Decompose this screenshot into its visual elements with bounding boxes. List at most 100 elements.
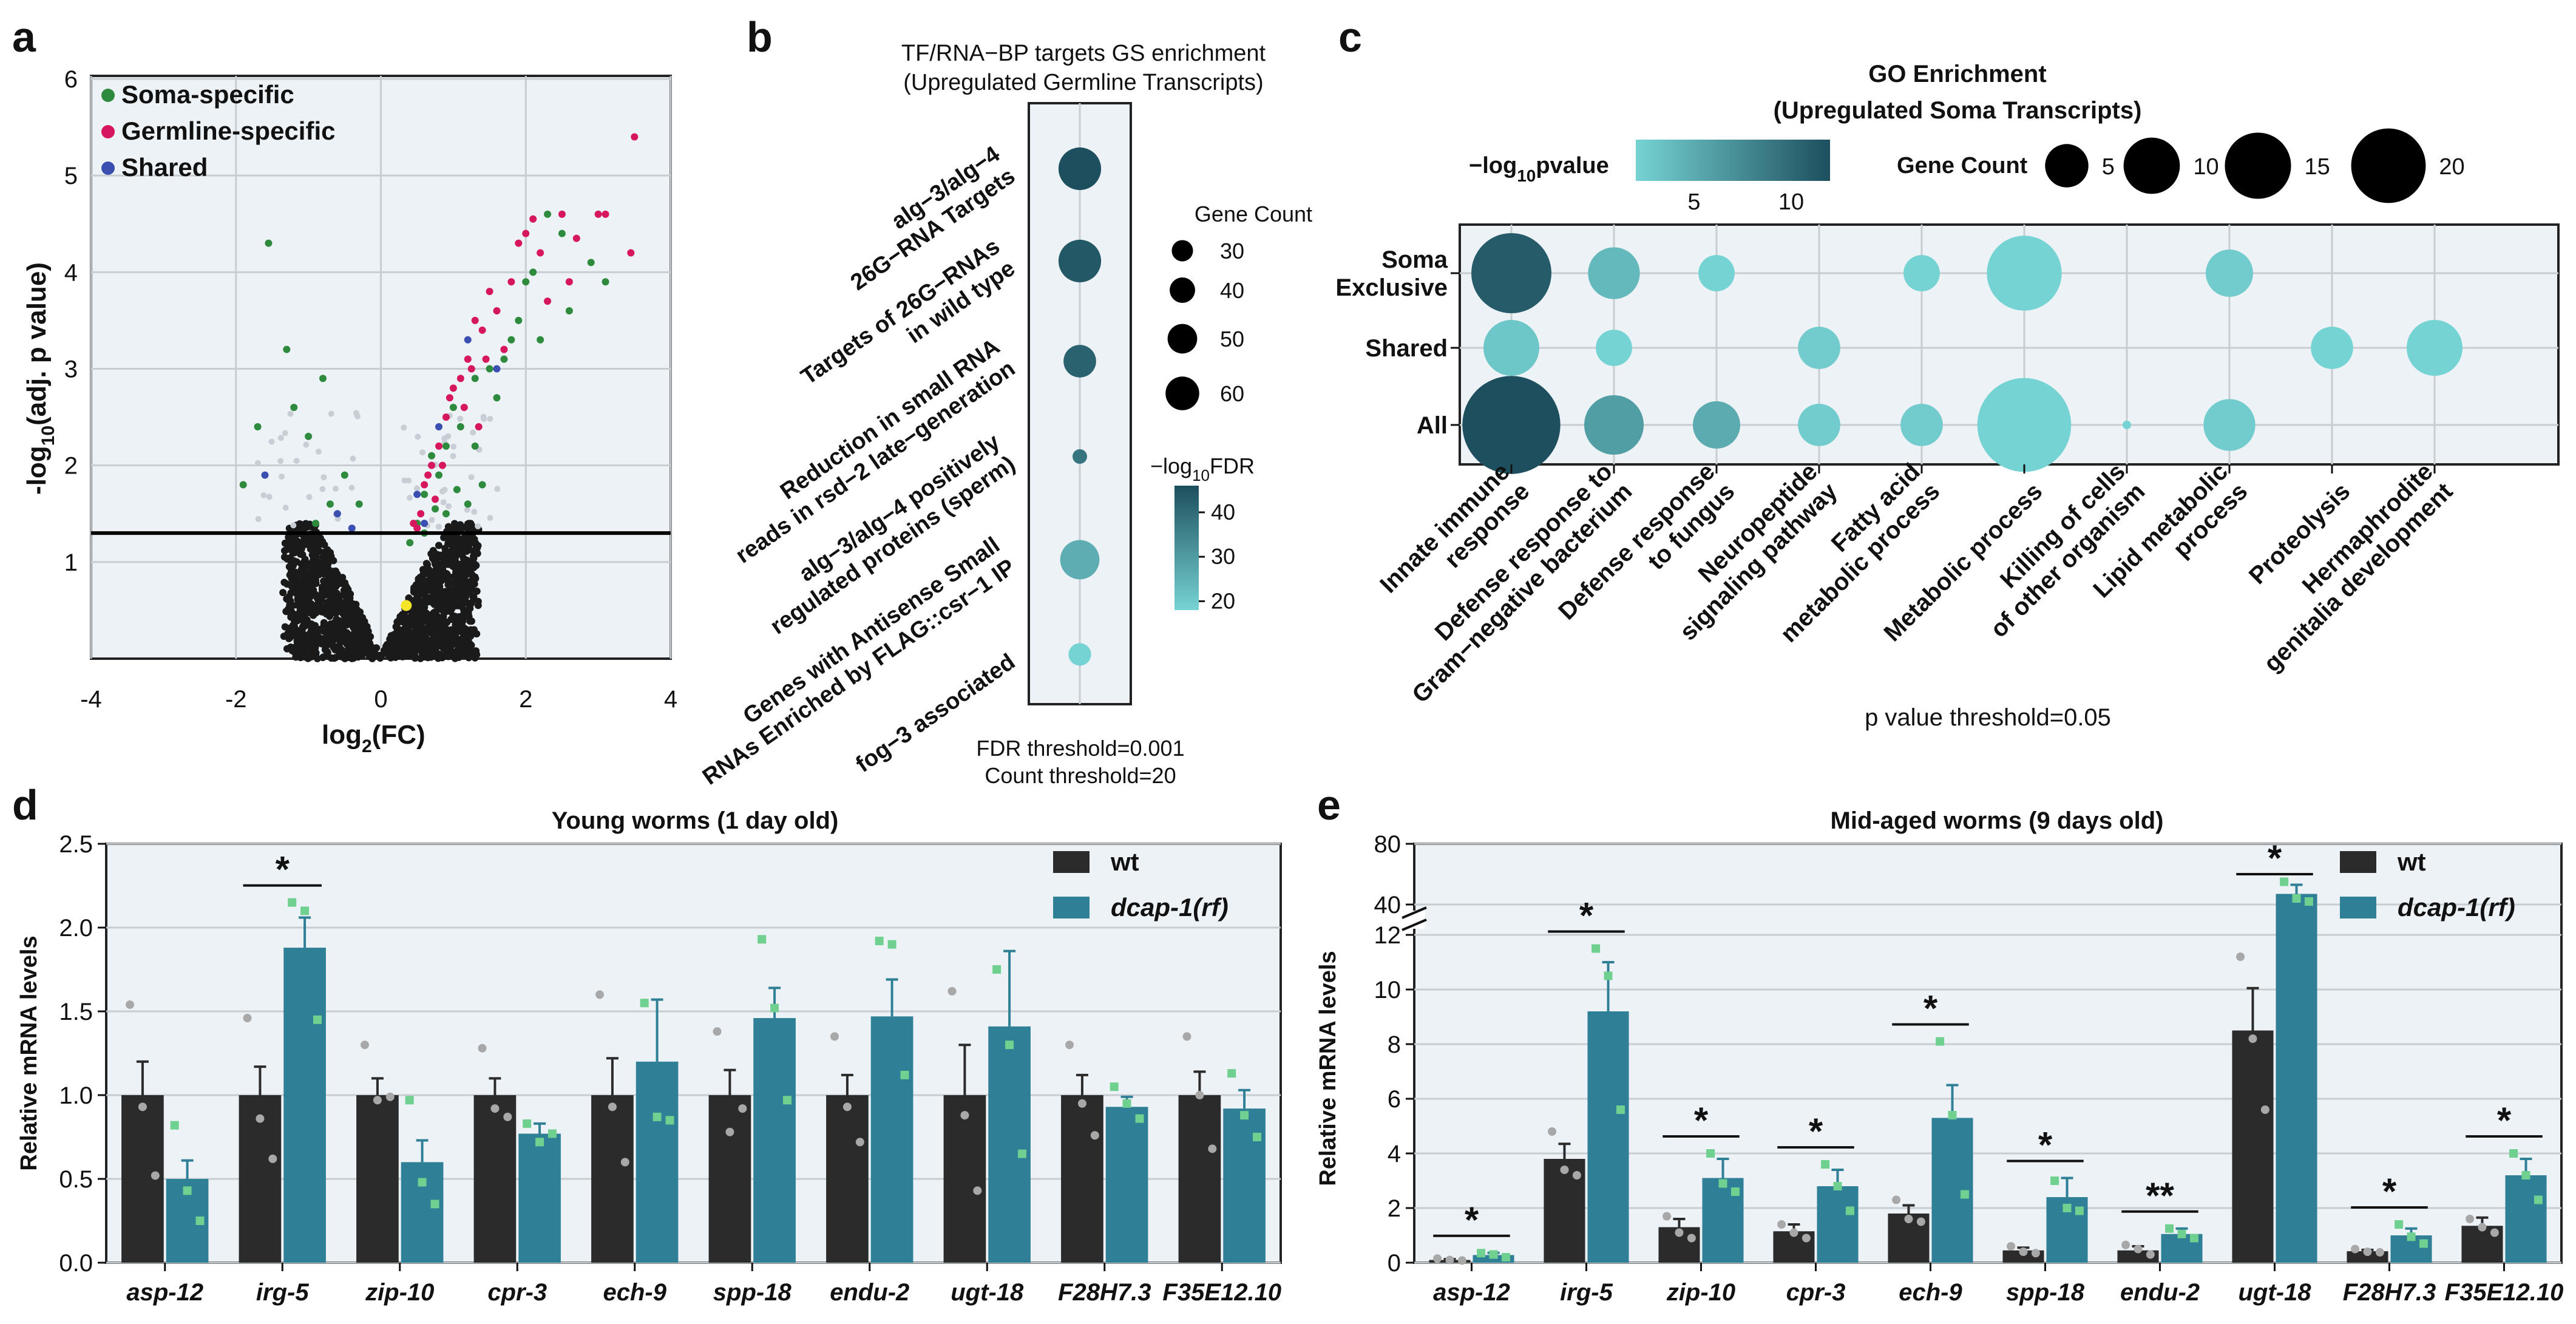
germline-specific-point xyxy=(522,229,530,237)
other-point xyxy=(401,424,407,431)
row-label: Exclusive xyxy=(1335,274,1448,301)
non-significant-point xyxy=(373,644,381,652)
legend-swatch-mutant xyxy=(1053,897,1090,918)
non-significant-point xyxy=(467,642,475,650)
shared-point xyxy=(464,336,472,344)
soma-specific-point xyxy=(493,394,501,402)
gene-label: ech-9 xyxy=(1899,1279,1962,1306)
non-significant-point xyxy=(446,552,454,560)
wt-replicate-dot xyxy=(2375,1248,2384,1257)
non-significant-point xyxy=(331,567,339,575)
germline-specific-point xyxy=(435,442,442,450)
shared-point xyxy=(435,423,442,430)
wt-replicate-dot xyxy=(1457,1256,1466,1265)
non-significant-point xyxy=(441,548,449,556)
legend-swatch-wt xyxy=(2340,851,2376,873)
shared-point xyxy=(261,471,269,479)
other-point xyxy=(260,492,267,498)
non-significant-point xyxy=(365,639,373,647)
non-significant-point xyxy=(433,561,441,569)
non-significant-point xyxy=(283,555,291,563)
germline-specific-point xyxy=(449,384,457,392)
germline-specific-point xyxy=(475,423,483,430)
non-significant-point xyxy=(438,589,446,597)
non-significant-point xyxy=(413,590,421,598)
other-point xyxy=(429,517,435,523)
non-significant-point xyxy=(314,599,322,606)
panel-label-a: a xyxy=(12,13,36,61)
mutant-replicate-dot xyxy=(2189,1234,2198,1243)
wt-replicate-dot xyxy=(243,1014,252,1023)
soma-specific-point xyxy=(341,471,348,479)
non-significant-point xyxy=(465,654,473,662)
soma-specific-point xyxy=(283,345,291,353)
other-point xyxy=(487,515,493,521)
non-significant-point xyxy=(344,600,352,608)
panel-d-plot-area xyxy=(105,843,1282,1264)
non-significant-point xyxy=(444,560,452,568)
non-significant-point xyxy=(456,521,464,529)
mutant-replicate-dot xyxy=(992,965,1002,974)
mutant-replicate-dot xyxy=(1616,1105,1625,1114)
non-significant-point xyxy=(330,585,337,592)
other-point xyxy=(266,494,273,500)
mutant-bar xyxy=(636,1061,679,1263)
wt-replicate-dot xyxy=(385,1092,395,1101)
panel-b-fdr-threshold: FDR threshold=0.001 xyxy=(976,736,1184,761)
mutant-replicate-dot xyxy=(183,1186,192,1195)
germline-specific-point xyxy=(631,133,639,141)
soma-specific-point xyxy=(432,505,439,513)
wt-replicate-dot xyxy=(1195,1091,1204,1099)
other-point xyxy=(441,486,448,493)
wt-replicate-dot xyxy=(256,1114,265,1123)
non-significant-point xyxy=(429,651,436,659)
gene-label: F28H7.3 xyxy=(1058,1279,1151,1306)
non-significant-point xyxy=(425,586,433,594)
non-significant-point xyxy=(280,633,288,640)
other-point xyxy=(350,455,356,462)
mutant-replicate-dot xyxy=(170,1121,179,1130)
panel-c-subtitle: (Upregulated Soma Transcripts) xyxy=(1774,97,2142,124)
young-worms-bar-chart: Young worms (1 day old) 0.0 0.5 1.0 1.5 2.0 2… xyxy=(16,807,1282,1306)
volcano-y-axis-label: -log10(adj. p value) xyxy=(22,262,58,495)
wt-replicate-dot xyxy=(2478,1223,2487,1232)
other-point xyxy=(468,474,475,481)
other-point xyxy=(470,429,476,436)
other-point xyxy=(471,509,478,515)
soma-specific-point xyxy=(500,355,508,363)
non-significant-point xyxy=(452,548,459,555)
non-significant-point xyxy=(314,569,322,577)
non-significant-point xyxy=(280,579,288,586)
legend-label-wt: wt xyxy=(2397,847,2426,876)
size-legend-label: 50 xyxy=(1220,327,1244,351)
non-significant-point xyxy=(326,552,334,560)
go-enrichment-bubble xyxy=(1462,376,1561,474)
soma-specific-point xyxy=(464,500,472,508)
mutant-replicate-dot xyxy=(1122,1099,1131,1108)
germline-specific-point xyxy=(627,249,635,257)
gene-label: irg-5 xyxy=(1560,1279,1613,1306)
wt-replicate-dot xyxy=(2134,1244,2143,1254)
wt-replicate-dot xyxy=(1777,1220,1786,1229)
wt-bar xyxy=(2232,1030,2274,1263)
germline-specific-point xyxy=(572,234,580,242)
non-significant-point xyxy=(410,597,418,605)
y-tick-label: 4 xyxy=(1388,1141,1401,1167)
gene-label: zip-10 xyxy=(1666,1279,1735,1306)
non-significant-point xyxy=(360,643,368,651)
wt-replicate-dot xyxy=(2248,1034,2257,1043)
y-tick-label: 40 xyxy=(1374,892,1402,918)
soma-specific-point xyxy=(456,423,464,430)
non-significant-point xyxy=(390,648,398,656)
germline-specific-point xyxy=(565,278,573,286)
wt-replicate-dot xyxy=(2019,1248,2028,1256)
wt-replicate-dot xyxy=(620,1158,629,1167)
non-significant-point xyxy=(453,651,461,659)
wt-bar xyxy=(591,1095,634,1263)
shared-point xyxy=(493,365,501,373)
other-point xyxy=(457,415,464,422)
size-legend-bubble xyxy=(1167,324,1198,354)
panel-b-size-legend-title: Gene Count xyxy=(1195,202,1312,226)
non-significant-point xyxy=(415,609,423,617)
non-significant-point xyxy=(347,607,354,615)
